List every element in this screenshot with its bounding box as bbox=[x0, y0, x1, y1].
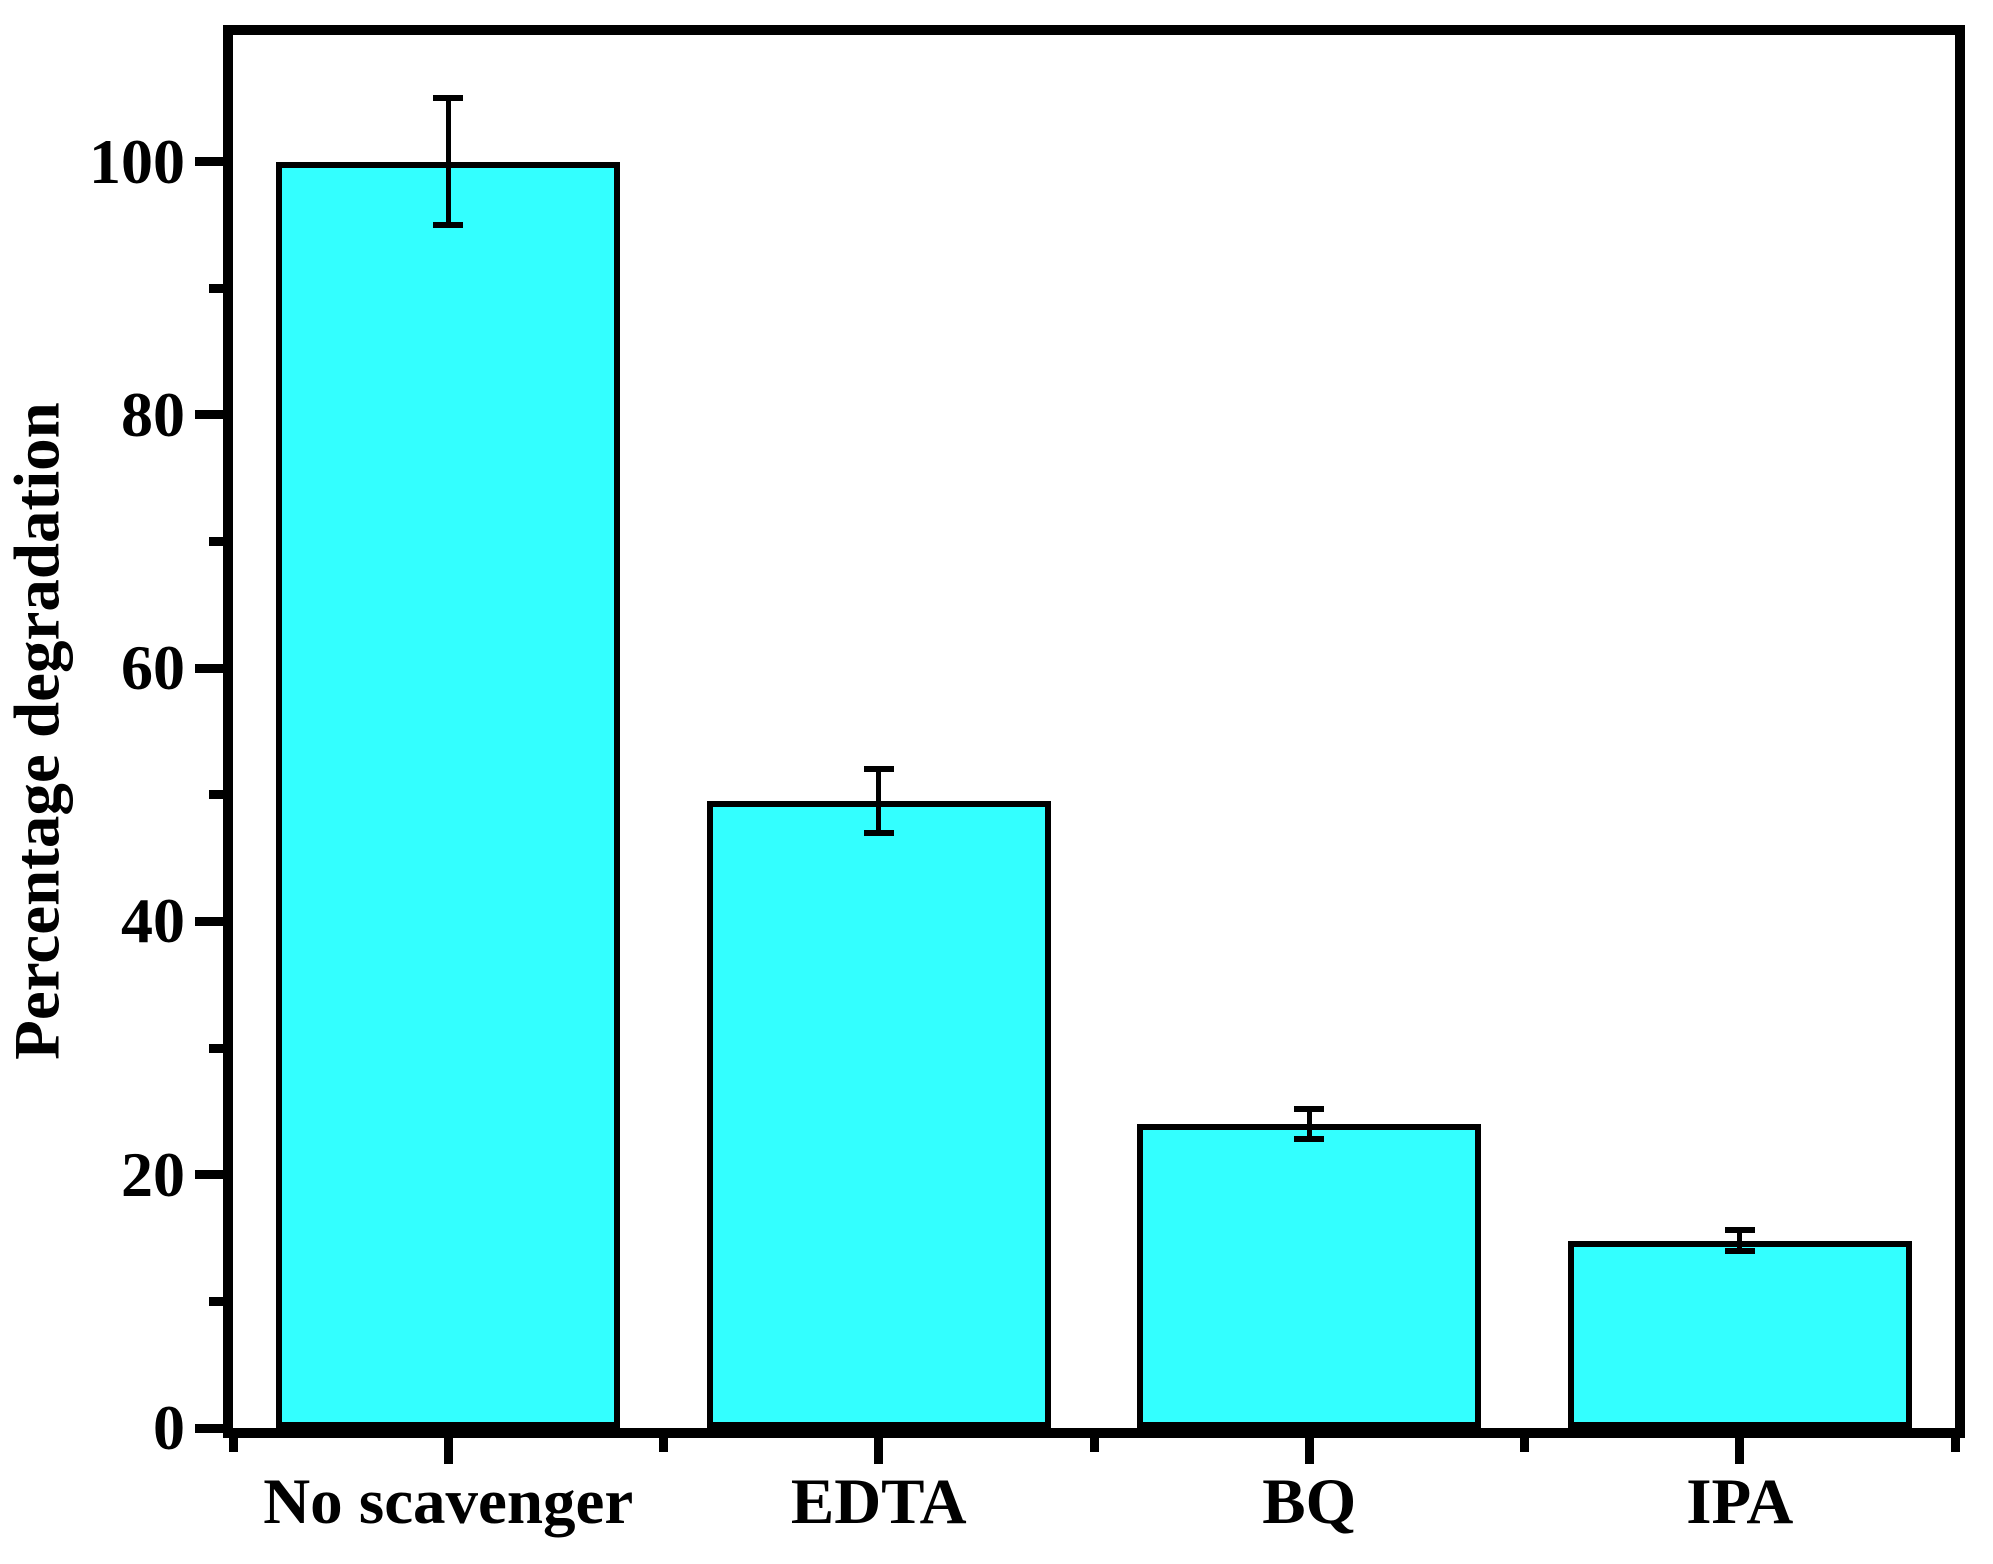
x-axis-minor-tick bbox=[1520, 1438, 1529, 1452]
error-bar-cap-bottom bbox=[1294, 1136, 1325, 1143]
y-axis-tick-label: 20 bbox=[121, 1138, 185, 1210]
y-axis-minor-tick bbox=[209, 537, 223, 547]
error-bar-cap-top bbox=[1724, 1227, 1755, 1234]
y-axis-tick-label: 0 bbox=[153, 1392, 185, 1463]
y-axis-major-tick bbox=[195, 1423, 223, 1433]
x-category-label: No scavenger bbox=[263, 1466, 634, 1538]
x-axis-major-tick bbox=[443, 1438, 453, 1464]
x-category-label: IPA bbox=[1686, 1466, 1794, 1538]
error-bar-cap-bottom bbox=[1724, 1247, 1755, 1254]
error-bar-cap-top bbox=[433, 95, 464, 102]
y-axis-major-tick bbox=[195, 410, 223, 420]
error-bar-cap-bottom bbox=[863, 829, 894, 836]
y-axis-major-tick bbox=[195, 1170, 223, 1180]
x-axis-minor-tick bbox=[659, 1438, 668, 1452]
y-axis-tick-label: 40 bbox=[121, 885, 185, 957]
y-axis-tick-label: 60 bbox=[121, 632, 185, 704]
x-axis-major-tick bbox=[874, 1438, 884, 1464]
y-axis-major-tick bbox=[195, 916, 223, 926]
x-axis-major-tick bbox=[1735, 1438, 1745, 1464]
error-bar-line bbox=[876, 769, 882, 833]
y-axis-title: Percentage degradation bbox=[1, 402, 74, 1060]
error-bar-cap-bottom bbox=[433, 221, 464, 228]
y-axis-tick-label: 100 bbox=[89, 125, 185, 197]
x-category-label: BQ bbox=[1262, 1466, 1357, 1538]
error-bar-line bbox=[1737, 1230, 1743, 1251]
error-bar-line bbox=[1306, 1108, 1312, 1140]
error-bar-cap-top bbox=[863, 766, 894, 773]
x-axis-major-tick bbox=[1304, 1438, 1314, 1464]
x-axis-minor-tick bbox=[228, 1438, 238, 1452]
bar bbox=[706, 801, 1051, 1428]
y-axis-major-tick bbox=[195, 663, 223, 673]
x-axis-minor-tick bbox=[1089, 1438, 1099, 1452]
y-axis-tick-label: 80 bbox=[121, 378, 185, 450]
x-category-label: EDTA bbox=[790, 1466, 967, 1538]
x-axis-minor-tick bbox=[1950, 1438, 1960, 1452]
error-bar-line bbox=[445, 98, 451, 225]
y-axis-major-tick bbox=[195, 157, 223, 167]
y-axis-minor-tick bbox=[209, 790, 223, 800]
y-axis-minor-tick bbox=[209, 1043, 223, 1053]
bar bbox=[1567, 1240, 1912, 1428]
bar bbox=[276, 161, 621, 1428]
bar bbox=[1137, 1124, 1482, 1428]
error-bar-cap-top bbox=[1294, 1105, 1325, 1112]
y-axis-minor-tick bbox=[209, 1296, 223, 1306]
y-axis-minor-tick bbox=[209, 283, 223, 293]
